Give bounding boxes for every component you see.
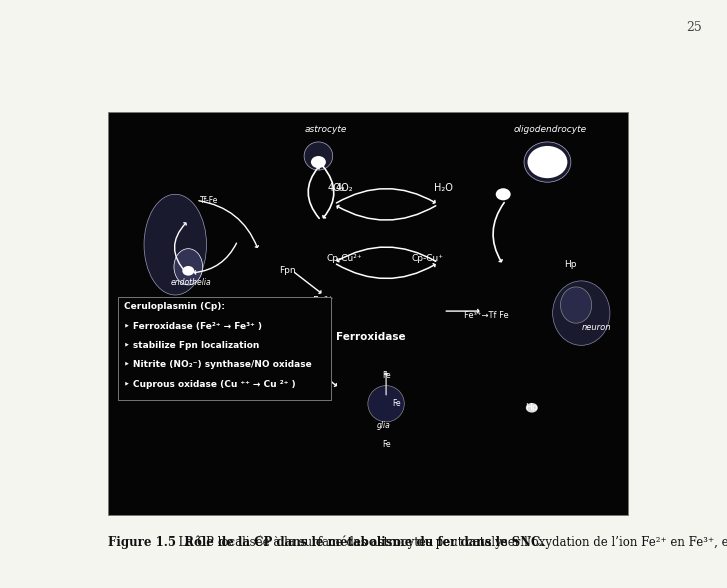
Text: Ceruloplasmin (Cp):: Ceruloplasmin (Cp): <box>124 302 225 311</box>
Circle shape <box>311 156 326 168</box>
Text: ‣ stabilize Fpn localization: ‣ stabilize Fpn localization <box>124 341 260 350</box>
Text: 25: 25 <box>686 21 702 34</box>
Text: Cp-Cu⁺: Cp-Cu⁺ <box>411 254 443 263</box>
Text: neuron: neuron <box>582 323 611 332</box>
Text: astrocyte: astrocyte <box>305 125 348 134</box>
Bar <box>118 297 332 400</box>
Text: 4O₂: 4O₂ <box>328 183 345 193</box>
Text: H₂O: H₂O <box>434 183 453 193</box>
Text: ‣ Cuprous oxidase (Cu ⁺⁺ → Cu ²⁺ ): ‣ Cuprous oxidase (Cu ⁺⁺ → Cu ²⁺ ) <box>124 380 295 389</box>
Text: Cp-Cu²⁺: Cp-Cu²⁺ <box>326 254 362 263</box>
Ellipse shape <box>304 142 333 170</box>
Circle shape <box>182 266 194 276</box>
Text: O₂: O₂ <box>302 355 313 364</box>
Text: Tf-Fe: Tf-Fe <box>200 196 218 205</box>
Text: glia: glia <box>377 422 390 430</box>
Text: Tf: Tf <box>499 192 507 201</box>
Text: Hp: Hp <box>526 403 538 412</box>
Text: ‣ Ferroxidase (Fe²⁺ → Fe³⁺ ): ‣ Ferroxidase (Fe²⁺ → Fe³⁺ ) <box>124 322 262 330</box>
Ellipse shape <box>553 281 610 345</box>
Text: Fe: Fe <box>392 399 401 408</box>
Text: O₂⁻  OH•: O₂⁻ OH• <box>254 389 294 398</box>
Text: Figure 1.5  Rôle de la CP dans le métabolisme du fer dans le SNC.: Figure 1.5 Rôle de la CP dans le métabol… <box>108 535 544 549</box>
Text: Fe: Fe <box>382 371 390 380</box>
Circle shape <box>496 188 510 201</box>
Text: Fe: Fe <box>382 439 390 449</box>
Text: Fe³⁺→Tf Fe: Fe³⁺→Tf Fe <box>464 310 509 320</box>
Ellipse shape <box>561 287 592 323</box>
Ellipse shape <box>174 249 203 285</box>
Text: oligodendrocyte: oligodendrocyte <box>513 125 587 134</box>
Circle shape <box>528 146 567 178</box>
Circle shape <box>526 403 538 413</box>
Text: Hp: Hp <box>565 260 577 269</box>
Ellipse shape <box>144 194 206 295</box>
Text: 4O₂: 4O₂ <box>336 183 353 193</box>
Bar <box>108 112 628 514</box>
Text: Ferroxidase: Ferroxidase <box>336 332 405 342</box>
Text: Cp: Cp <box>313 158 324 166</box>
Text: endothelia: endothelia <box>171 278 212 288</box>
Text: La CP localisée à la surface des astrocytes peut catalyser l’oxydation de l’ion : La CP localisée à la surface des astrocy… <box>171 535 727 549</box>
Text: Fpn: Fpn <box>279 266 295 275</box>
Ellipse shape <box>524 142 571 182</box>
Ellipse shape <box>368 386 404 422</box>
Text: ‣ Nitrite (NO₂⁻) synthase/NO oxidase: ‣ Nitrite (NO₂⁻) synthase/NO oxidase <box>124 360 312 369</box>
Text: Fe²⁺: Fe²⁺ <box>313 296 334 306</box>
